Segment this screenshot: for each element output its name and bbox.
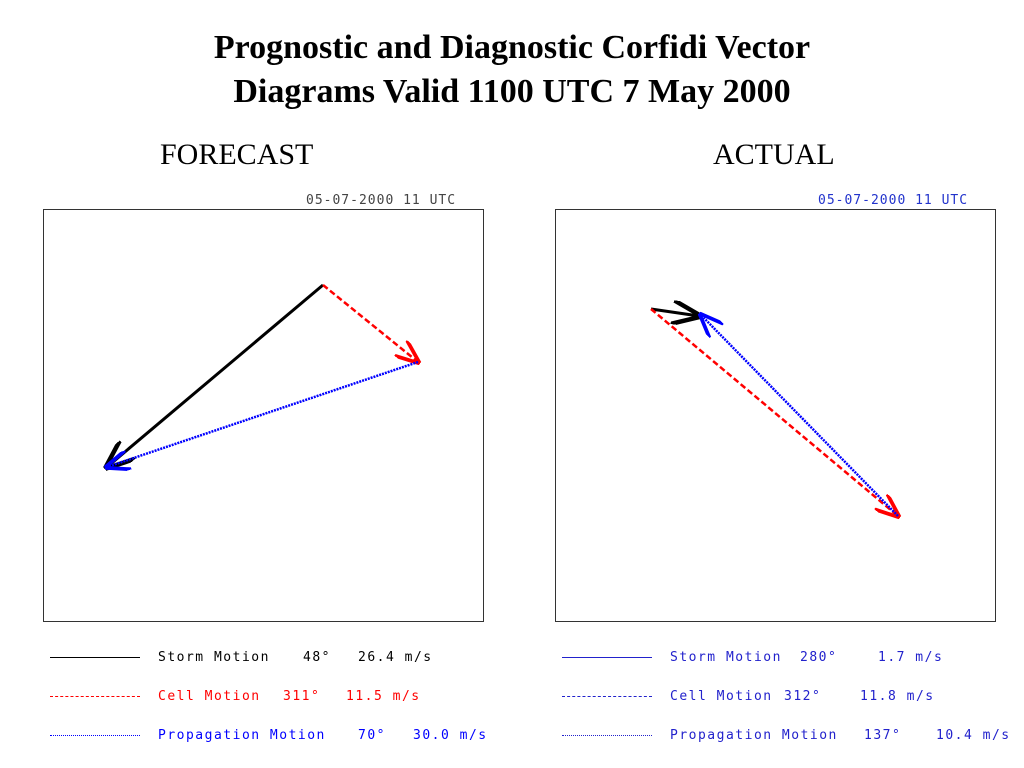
legend-name: Storm Motion <box>158 650 270 665</box>
title-line-1: Prognostic and Diagnostic Corfidi Vector <box>213 29 811 66</box>
forecast-label: FORECAST <box>160 138 314 171</box>
forecast-cell-motion-vector <box>322 284 418 362</box>
actual-legend: Storm Motion 280° 1.7 m/s Cell Motion 312° 1… <box>562 625 1011 755</box>
actual-timestamp: 05-07-2000 11 UTC <box>818 193 969 208</box>
forecast-storm-motion-vector <box>107 283 324 467</box>
legend-name: Cell Motion <box>158 689 261 704</box>
legend-name: Propagation Motion <box>670 728 838 743</box>
forecast-diagram-frame <box>43 209 484 622</box>
legend-row-cell: Cell Motion 312° 11.8 m/s <box>562 690 1011 703</box>
forecast-propagation-vector <box>107 360 419 467</box>
legend-speed: 26.4 m/s <box>358 650 433 665</box>
actual-label: ACTUAL <box>713 138 835 171</box>
legend-row-storm: Storm Motion 48° 26.4 m/s <box>50 651 488 664</box>
legend-name: Storm Motion <box>670 650 782 665</box>
legend-speed: 1.7 m/s <box>878 650 944 665</box>
legend-speed: 11.5 m/s <box>346 689 421 704</box>
legend-speed: 30.0 m/s <box>413 728 488 743</box>
title-line-2: Diagrams Valid 1100 UTC 7 May 2000 <box>233 73 791 110</box>
legend-row-propagation: Propagation Motion 137° 10.4 m/s <box>562 729 1011 742</box>
legend-speed: 10.4 m/s <box>936 728 1011 743</box>
legend-name: Propagation Motion <box>158 728 326 743</box>
actual-storm-motion-vector <box>650 309 699 316</box>
legend-direction: 137° <box>864 728 902 743</box>
legend-row-cell: Cell Motion 311° 11.5 m/s <box>50 690 488 703</box>
actual-propagation-vector <box>701 315 899 517</box>
legend-direction: 311° <box>283 689 321 704</box>
actual-diagram-frame <box>555 209 996 622</box>
forecast-legend: Storm Motion 48° 26.4 m/s Cell Motion 311° 1… <box>50 625 488 755</box>
forecast-timestamp: 05-07-2000 11 UTC <box>306 193 457 208</box>
legend-row-propagation: Propagation Motion 70° 30.0 m/s <box>50 729 488 742</box>
legend-direction: 312° <box>784 689 822 704</box>
legend-row-storm: Storm Motion 280° 1.7 m/s <box>562 651 1011 664</box>
legend-direction: 280° <box>800 650 838 665</box>
legend-direction: 70° <box>358 728 386 743</box>
slide-title: Prognostic and Diagnostic Corfidi Vector… <box>0 26 1024 114</box>
legend-speed: 11.8 m/s <box>860 689 935 704</box>
legend-direction: 48° <box>303 650 331 665</box>
actual-cell-motion-vector <box>650 308 898 516</box>
legend-name: Cell Motion <box>670 689 773 704</box>
